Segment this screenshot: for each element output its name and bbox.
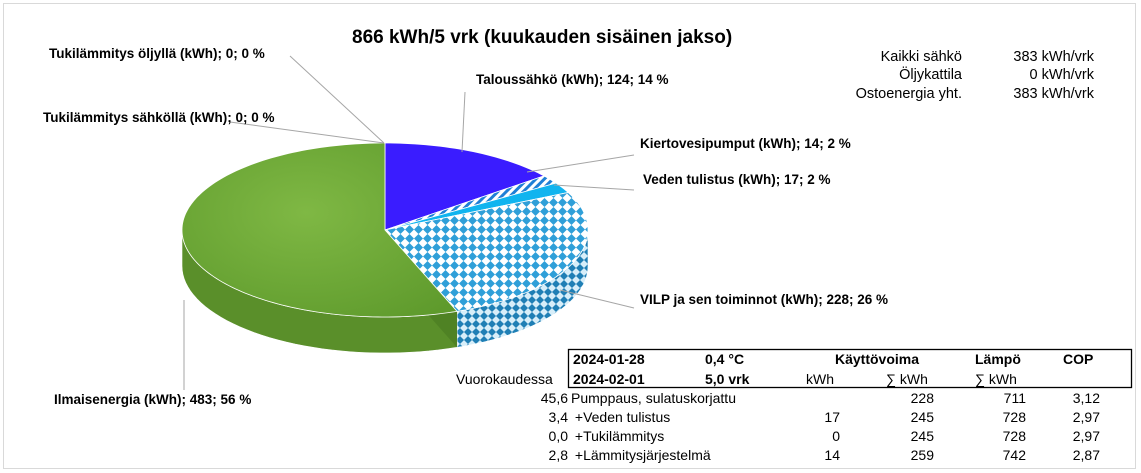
leader-line: [553, 184, 635, 191]
leader-line: [526, 154, 635, 173]
summary-value: 0 kWh/vrk: [1029, 67, 1094, 83]
per-day-cell: 3,4: [548, 409, 568, 425]
leader-lines: [183, 55, 635, 390]
summary-label: Kaikki sähkö: [880, 49, 962, 65]
label-veden-tulistus: Veden tulistus (kWh); 17; 2 %: [643, 172, 831, 187]
chart-frame: [3, 3, 1136, 469]
per-day-cell: 45,6: [540, 390, 568, 406]
header-cop: COP: [1063, 351, 1094, 367]
sum-kwh-cell: 228: [910, 390, 934, 406]
pie-slice-veden: [384, 182, 569, 231]
pie-slice-vilp: [384, 192, 589, 312]
cop-cell: 3,12: [1072, 390, 1100, 406]
label-tukilammitys-sahkolla: Tukilämmitys sähköllä (kWh); 0; 0 %: [43, 110, 275, 125]
summary-value: 383 kWh/vrk: [1013, 86, 1094, 102]
heat-cell: 728: [1002, 409, 1026, 425]
kwh-cell: 14: [824, 447, 840, 463]
pie-slice-taloussähkö: [384, 142, 545, 231]
row-label-cell: +Veden tulistus: [571, 409, 671, 425]
header-lampo: Lämpö: [975, 351, 1021, 367]
kwh-cell: 17: [824, 409, 840, 425]
leader-line: [289, 55, 385, 144]
summary-value: 383 kWh/vrk: [1013, 49, 1094, 65]
pie-slice-ilmaisenergia: [181, 142, 458, 318]
heat-cell: 711: [1003, 390, 1026, 406]
summary-label: Ostoenergia yht.: [855, 86, 962, 102]
row-label-cell: +Lämmitysjärjestelmä: [571, 447, 711, 463]
header-days: 5,0 vrk: [705, 371, 750, 387]
label-ilmaisenergia: Ilmaisenergia (kWh); 483; 56 %: [54, 392, 252, 407]
per-day-cell: 2,8: [548, 447, 568, 463]
sum-kwh-cell: 245: [910, 409, 934, 425]
pie-top: [181, 142, 589, 318]
header-kayttovoima: Käyttövoima: [835, 351, 920, 367]
sum-kwh-cell: 245: [910, 428, 934, 444]
heat-cell: 728: [1002, 428, 1026, 444]
header-lampo-sum: ∑ kWh: [975, 371, 1017, 387]
cop-cell: 2,87: [1072, 447, 1100, 463]
summary-label: Öljykattila: [899, 67, 962, 83]
leader-line: [461, 91, 466, 153]
per-day-cell: 0,0: [548, 428, 568, 444]
header-end-date: 2024-02-01: [573, 371, 645, 387]
header-sum-kwh: ∑ kWh: [886, 371, 928, 387]
label-kiertovesipumput: Kiertovesipumput (kWh); 14; 2 %: [640, 136, 851, 151]
header-start-date: 2024-01-28: [573, 351, 645, 367]
header-kwh: kWh: [806, 371, 834, 387]
sum-kwh-cell: 259: [910, 447, 934, 463]
heat-cell: 742: [1002, 447, 1026, 463]
leader-line: [559, 289, 635, 309]
label-tukilammitys-oljylla: Tukilämmitys öljyllä (kWh); 0; 0 %: [49, 46, 265, 61]
kwh-cell: 0: [832, 428, 840, 444]
label-vilp: VILP ja sen toiminnot (kWh); 228; 26 %: [640, 292, 889, 307]
leader-line: [229, 121, 385, 144]
cop-cell: 2,97: [1072, 409, 1100, 425]
header-vuorokaudessa: Vuorokaudessa: [456, 371, 553, 387]
header-temp: 0,4 °C: [705, 351, 745, 367]
cop-cell: 2,97: [1072, 428, 1100, 444]
pie-slice-kiertovesipumput: [384, 175, 557, 231]
row-label-cell: +Tukilämmitys: [571, 428, 665, 444]
label-taloussahko: Taloussähkö (kWh); 124; 14 %: [476, 72, 669, 87]
row-label-cell: Pumppaus, sulatuskorjattu: [571, 390, 736, 406]
chart-title: 866 kWh/5 vrk (kuukauden sisäinen jakso): [352, 27, 733, 48]
